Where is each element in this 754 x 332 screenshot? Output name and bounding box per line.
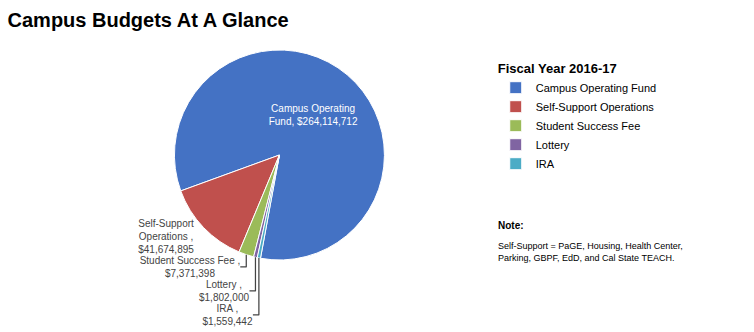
svg-text:Self-Support = PaGE, Housing,: Self-Support = PaGE, Housing, Health Cen… — [498, 241, 683, 263]
svg-text:Self-SupportOperations ,$41,67: Self-SupportOperations ,$41,674,895 — [138, 218, 194, 255]
svg-text:IRA: IRA — [536, 158, 555, 170]
svg-text:Note:: Note: — [498, 220, 524, 231]
svg-text:Fiscal Year 2016-17: Fiscal Year 2016-17 — [498, 61, 617, 76]
svg-text:Lottery: Lottery — [536, 139, 570, 151]
svg-text:Student Success Fee ,$7,371,39: Student Success Fee ,$7,371,398 — [140, 255, 241, 279]
svg-text:IRA ,$1,559,442: IRA ,$1,559,442 — [202, 303, 252, 327]
svg-text:Campus Budgets At A Glance: Campus Budgets At A Glance — [8, 9, 289, 31]
svg-text:Lottery ,$1,802,000: Lottery ,$1,802,000 — [199, 279, 249, 303]
svg-text:Campus Operating Fund: Campus Operating Fund — [536, 82, 656, 94]
svg-text:Student Success Fee: Student Success Fee — [536, 120, 641, 132]
svg-text:Campus OperatingFund, $264,114: Campus OperatingFund, $264,114,712 — [269, 103, 358, 127]
svg-text:Self-Support Operations: Self-Support Operations — [536, 101, 655, 113]
